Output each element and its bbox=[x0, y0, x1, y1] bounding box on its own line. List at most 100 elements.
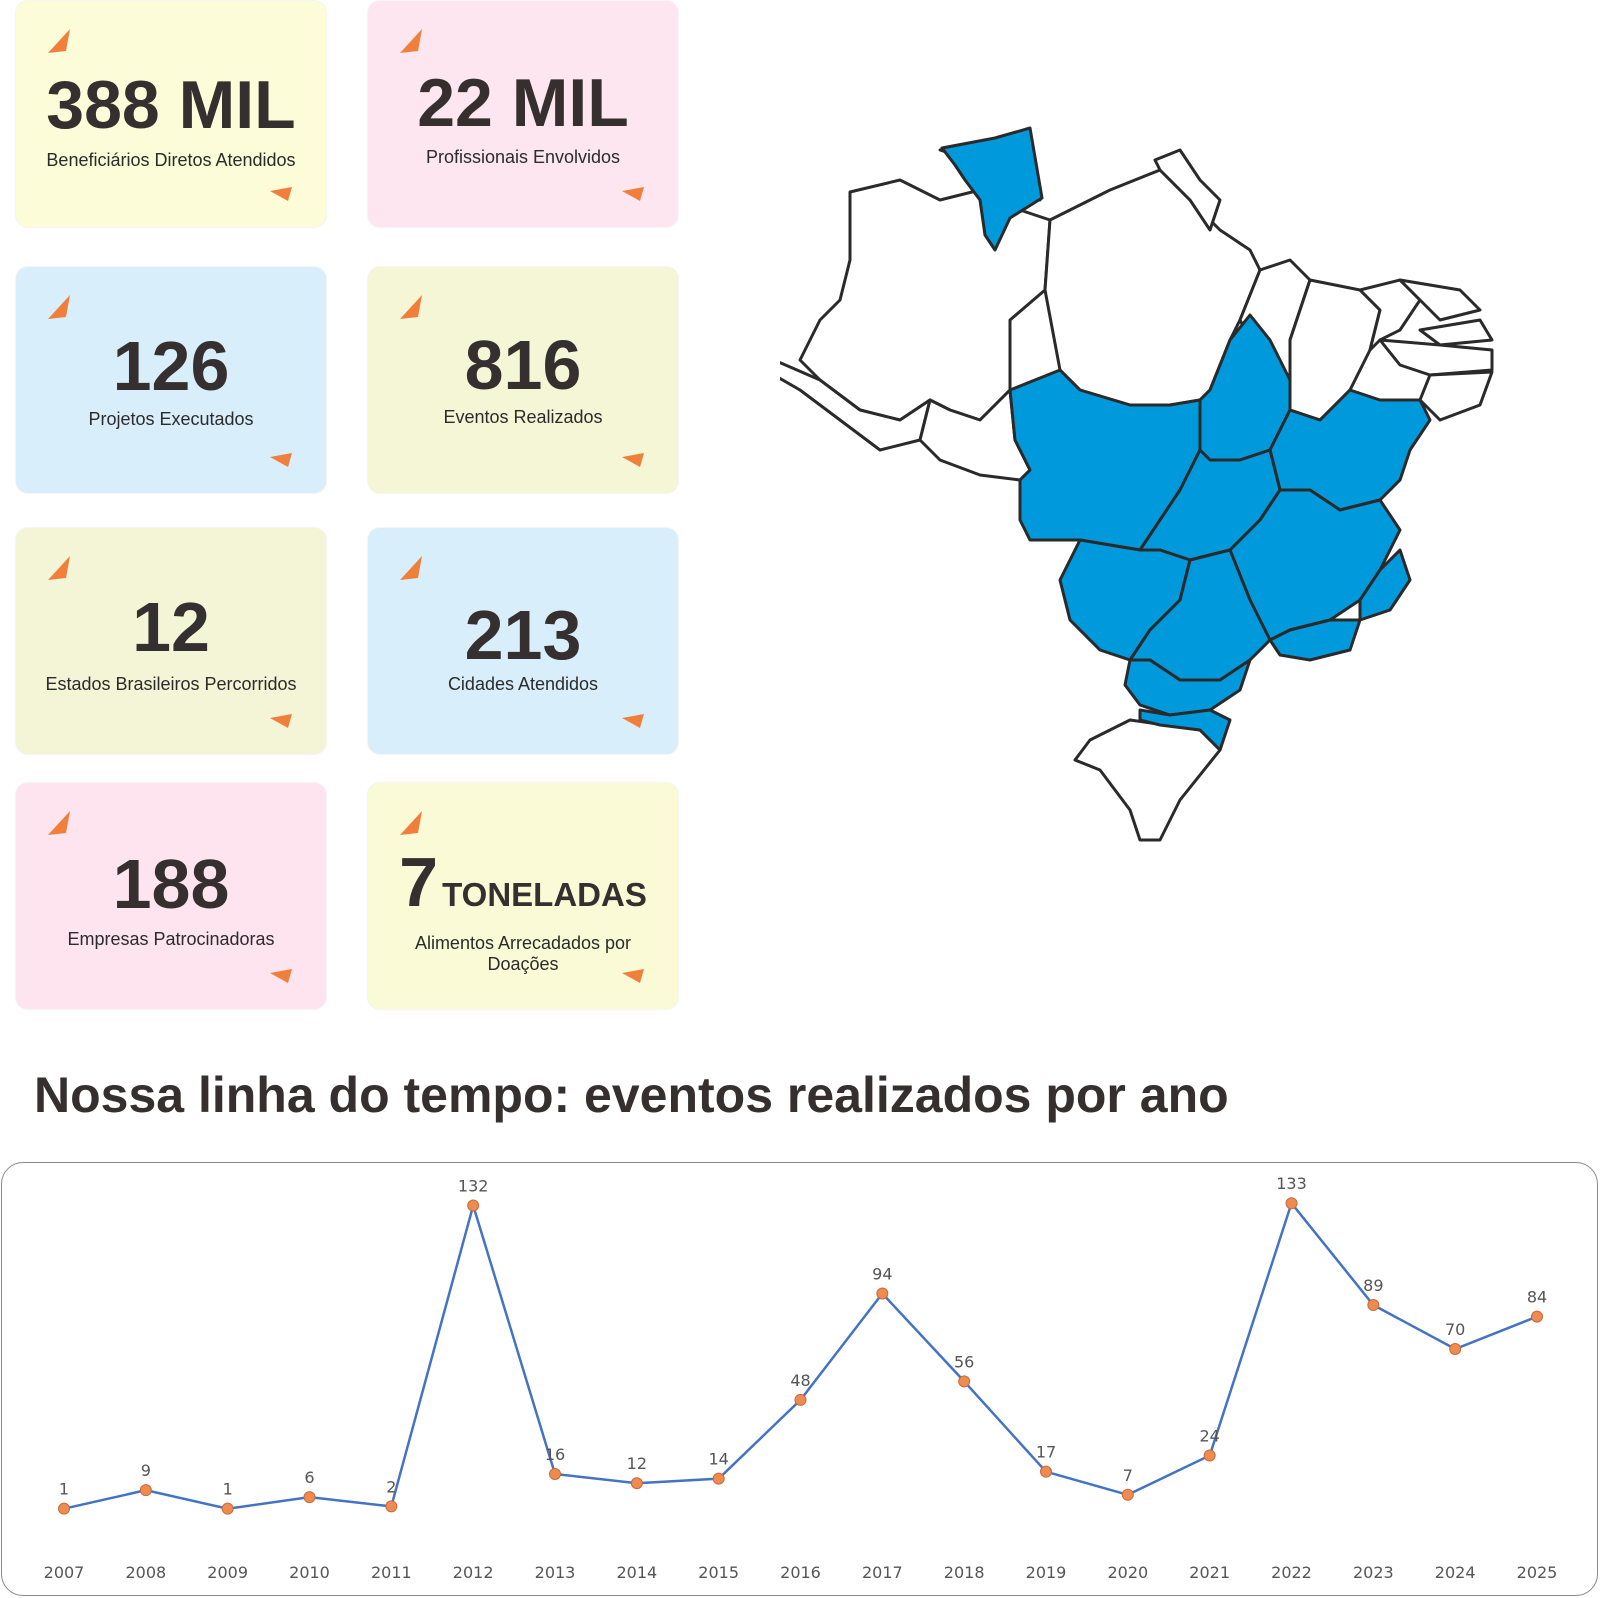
map-state-rn bbox=[1398, 278, 1482, 322]
data-label: 1 bbox=[223, 1480, 233, 1499]
stat-label: Projetos Executados bbox=[88, 409, 254, 429]
map-state-pr bbox=[1123, 658, 1252, 717]
timeline-title: Nossa linha do tempo: eventos realizados… bbox=[34, 1067, 1229, 1123]
stat-value: 213 bbox=[464, 596, 582, 674]
x-tick-label: 2024 bbox=[1435, 1563, 1476, 1582]
stat-card-profissionais: 22 MIL Profissionais Envolvidos bbox=[368, 1, 678, 227]
stat-card-projetos: 126 Projetos Executados bbox=[16, 267, 326, 493]
stat-value: 12 bbox=[132, 588, 210, 666]
data-point bbox=[630, 1477, 643, 1490]
map-state-pb bbox=[1418, 318, 1494, 347]
x-tick-label: 2017 bbox=[862, 1563, 903, 1582]
data-label: 17 bbox=[1036, 1443, 1056, 1462]
data-point bbox=[139, 1484, 152, 1497]
x-tick-label: 2019 bbox=[1026, 1563, 1067, 1582]
map-state-pe bbox=[1378, 338, 1494, 377]
data-label: 89 bbox=[1363, 1276, 1383, 1295]
arrow-tr-icon bbox=[400, 295, 422, 319]
data-label: 7 bbox=[1123, 1466, 1133, 1485]
map-state-ap bbox=[1153, 148, 1222, 232]
data-label: 133 bbox=[1276, 1174, 1307, 1193]
x-tick-label: 2007 bbox=[44, 1563, 85, 1582]
arrow-tr-icon bbox=[400, 556, 422, 580]
data-label: 2 bbox=[386, 1477, 396, 1496]
x-tick-label: 2023 bbox=[1353, 1563, 1394, 1582]
stat-label: Eventos Realizados bbox=[443, 407, 603, 427]
data-point bbox=[876, 1287, 889, 1300]
stat-value: 22 MIL bbox=[417, 65, 629, 141]
stat-card-estados: 12 Estados Brasileiros Percorridos bbox=[16, 528, 326, 754]
map-state-al-se bbox=[1418, 370, 1494, 422]
data-label: 84 bbox=[1527, 1288, 1547, 1307]
stat-label: Beneficiários Diretos Atendidos bbox=[46, 150, 296, 170]
stat-value: 7 TONELADAS bbox=[368, 847, 678, 917]
data-label: 1 bbox=[59, 1480, 69, 1499]
data-point bbox=[1531, 1310, 1543, 1323]
x-tick-label: 2009 bbox=[207, 1563, 248, 1582]
arrow-tr-icon bbox=[400, 29, 422, 53]
brazil-map bbox=[780, 126, 1494, 842]
stat-value: 388 MIL bbox=[46, 67, 296, 143]
data-label: 56 bbox=[954, 1352, 974, 1371]
stat-value: 816 bbox=[464, 326, 582, 404]
stat-card-alimentos: 7 TONELADAS Alimentos Arrecadados por Doa… bbox=[368, 783, 678, 1009]
arrow-tr-icon bbox=[400, 811, 422, 835]
arrow-tr-icon bbox=[48, 295, 70, 319]
stat-number: 7 bbox=[399, 843, 439, 921]
data-point bbox=[385, 1500, 398, 1513]
stat-value: 188 bbox=[112, 845, 230, 923]
x-tick-label: 2016 bbox=[780, 1563, 821, 1582]
arrow-bl-icon bbox=[622, 187, 644, 201]
data-point bbox=[958, 1375, 971, 1388]
data-label: 24 bbox=[1199, 1426, 1219, 1445]
x-tick-label: 2014 bbox=[616, 1563, 657, 1582]
arrow-tr-icon bbox=[48, 811, 70, 835]
data-label: 12 bbox=[627, 1454, 647, 1473]
data-point bbox=[794, 1393, 807, 1406]
x-tick-label: 2008 bbox=[125, 1563, 166, 1582]
data-point bbox=[221, 1502, 234, 1515]
x-tick-label: 2010 bbox=[289, 1563, 330, 1582]
data-point bbox=[1367, 1299, 1380, 1312]
data-point bbox=[712, 1472, 725, 1485]
stat-card-empresas: 188 Empresas Patrocinadoras bbox=[16, 783, 326, 1009]
line-chart-panel: 1 2007 9 2008 1 2009 6 2010 2 2011 132 2012 16 2013 12… bbox=[1, 1162, 1598, 1596]
stat-card-cidades: 213 Cidades Atendidos bbox=[368, 528, 678, 754]
arrow-tr-icon bbox=[48, 556, 70, 580]
data-point bbox=[549, 1467, 561, 1480]
data-label: 14 bbox=[708, 1450, 728, 1469]
data-point bbox=[1121, 1488, 1134, 1501]
stat-label: Estados Brasileiros Percorridos bbox=[45, 674, 297, 694]
stat-label: Alimentos Arrecadados por Doações bbox=[414, 933, 632, 974]
stat-label: Empresas Patrocinadoras bbox=[67, 929, 275, 949]
data-point bbox=[467, 1199, 480, 1212]
arrow-bl-icon bbox=[270, 187, 292, 201]
stat-label: Profissionais Envolvidos bbox=[425, 147, 621, 167]
map-state-rr-highlight bbox=[940, 126, 1044, 252]
map-state-es bbox=[1358, 548, 1412, 622]
data-point bbox=[58, 1502, 70, 1515]
x-tick-label: 2022 bbox=[1271, 1563, 1312, 1582]
data-point bbox=[1040, 1465, 1052, 1478]
arrow-bl-icon bbox=[622, 453, 644, 467]
data-label: 16 bbox=[545, 1445, 565, 1464]
x-tick-label: 2011 bbox=[371, 1563, 412, 1582]
x-tick-label: 2025 bbox=[1517, 1563, 1558, 1582]
arrow-tr-icon bbox=[48, 29, 70, 53]
line-chart: 1 2007 9 2008 1 2009 6 2010 2 2011 132 2012 16 2013 12… bbox=[44, 1174, 1558, 1582]
map-state-sc bbox=[1138, 708, 1232, 752]
x-tick-label: 2021 bbox=[1189, 1563, 1230, 1582]
x-tick-label: 2012 bbox=[453, 1563, 494, 1582]
arrow-bl-icon bbox=[622, 714, 644, 728]
x-tick-label: 2020 bbox=[1107, 1563, 1148, 1582]
data-point bbox=[1285, 1197, 1298, 1210]
stat-value: 126 bbox=[112, 327, 230, 405]
data-point bbox=[1203, 1449, 1216, 1462]
x-tick-label: 2015 bbox=[698, 1563, 739, 1582]
data-label: 94 bbox=[872, 1264, 892, 1283]
arrow-bl-icon bbox=[270, 453, 292, 467]
data-point bbox=[1449, 1343, 1462, 1355]
data-point bbox=[303, 1491, 316, 1504]
map-state-rj bbox=[1268, 618, 1362, 662]
arrow-bl-icon bbox=[622, 969, 644, 983]
